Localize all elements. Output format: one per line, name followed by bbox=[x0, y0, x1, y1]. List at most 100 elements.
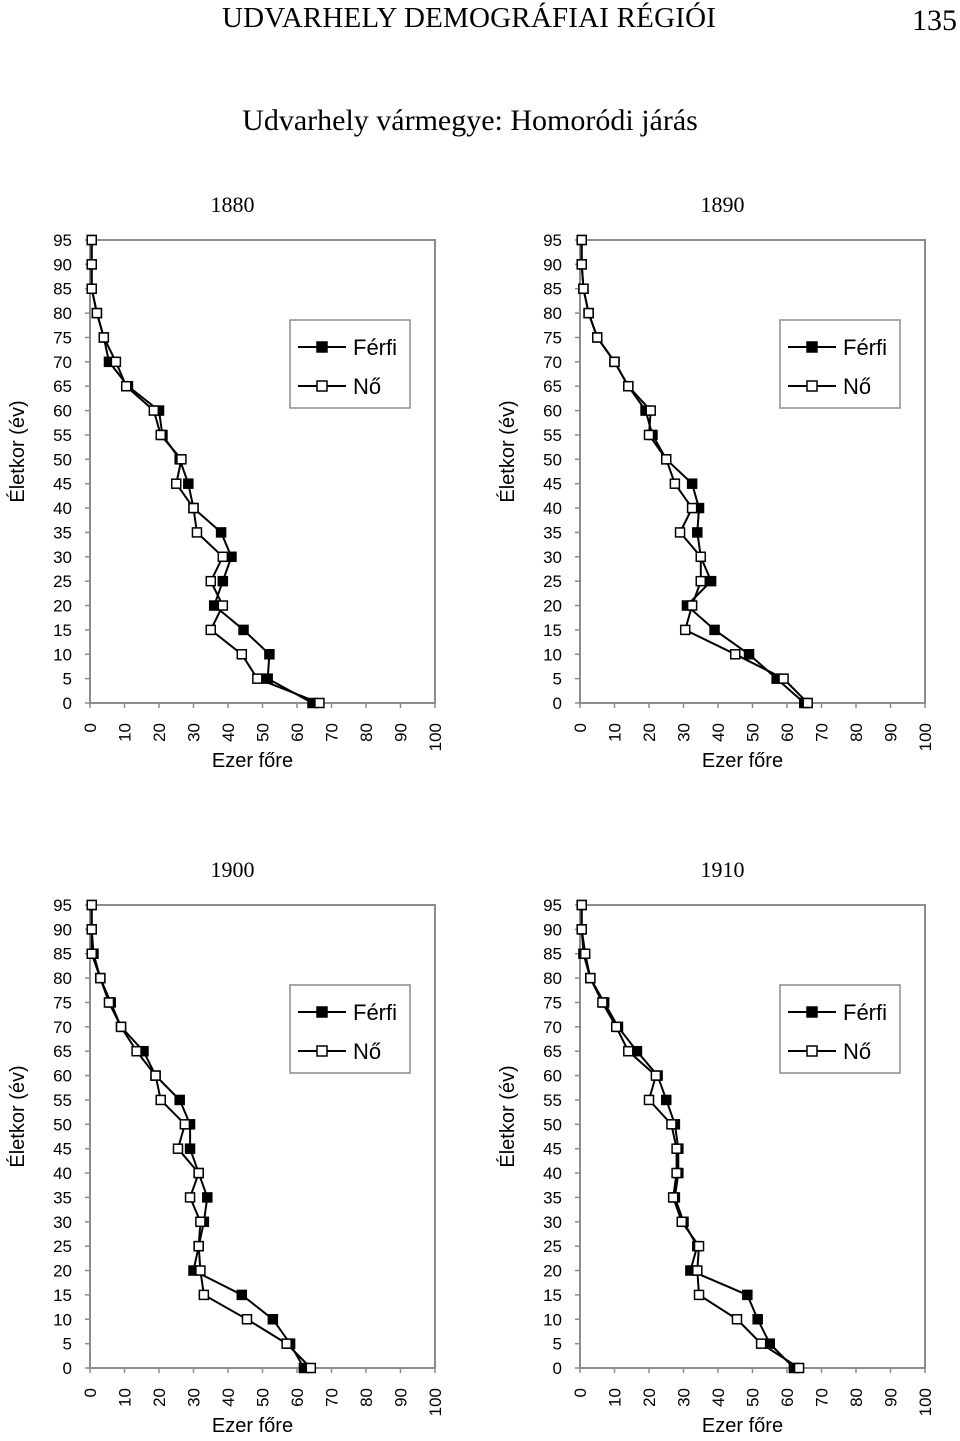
y-tick-label: 90 bbox=[53, 255, 72, 274]
y-tick-label: 65 bbox=[53, 377, 72, 396]
data-point-no bbox=[86, 234, 97, 246]
y-tick-label: 15 bbox=[543, 1286, 562, 1305]
y-tick-label: 10 bbox=[53, 645, 72, 664]
data-point-ferfi bbox=[174, 1094, 185, 1106]
y-tick-label: 70 bbox=[543, 353, 562, 372]
data-point-no bbox=[171, 478, 182, 489]
data-point-ferfi bbox=[238, 624, 249, 636]
series-line-no bbox=[580, 905, 800, 1369]
y-tick-label: 45 bbox=[53, 475, 72, 494]
x-tick-label: 70 bbox=[813, 1388, 832, 1407]
y-tick-label: 95 bbox=[543, 896, 562, 915]
y-tick-label: 20 bbox=[543, 1262, 562, 1281]
y-tick-label: 0 bbox=[553, 1359, 562, 1378]
data-point-no bbox=[98, 332, 110, 343]
y-tick-label: 5 bbox=[63, 670, 72, 689]
data-point-no bbox=[669, 478, 681, 489]
data-point-no bbox=[686, 502, 698, 514]
x-tick-label: 60 bbox=[288, 723, 307, 742]
x-tick-label: 40 bbox=[219, 723, 238, 742]
data-point-ferfi bbox=[202, 1192, 213, 1203]
y-axis-label: Életkor (év) bbox=[496, 400, 519, 502]
legend-label-no: Nő bbox=[353, 1039, 381, 1064]
data-point-no bbox=[674, 527, 686, 538]
legend bbox=[779, 984, 901, 1074]
data-point-ferfi bbox=[267, 1314, 279, 1325]
legend-label-no: Nő bbox=[843, 374, 871, 399]
y-tick-label: 25 bbox=[53, 572, 72, 591]
chart-1900: 1900 0 5 10 15 20 25 30 35 40 45 50 55 60 65 70 75 80 85 90… bbox=[6, 857, 445, 1437]
x-tick-label: 10 bbox=[606, 1388, 625, 1407]
x-axis-label: Ezer főre bbox=[212, 750, 293, 772]
y-tick-label: 15 bbox=[53, 621, 72, 640]
data-point-ferfi bbox=[236, 1289, 248, 1301]
x-tick-label: 60 bbox=[778, 723, 797, 742]
data-point-no bbox=[579, 948, 591, 959]
series-line-ferfi bbox=[90, 240, 313, 704]
legend bbox=[289, 984, 411, 1074]
data-point-ferfi bbox=[264, 649, 275, 660]
legend bbox=[779, 319, 901, 409]
y-tick-label: 60 bbox=[53, 1067, 72, 1086]
data-point-no bbox=[217, 600, 229, 611]
data-point-no bbox=[86, 259, 97, 270]
y-tick-label: 40 bbox=[53, 1164, 72, 1183]
legend-marker-no bbox=[316, 1045, 328, 1057]
x-tick-label: 80 bbox=[357, 723, 376, 742]
y-tick-label: 50 bbox=[53, 1115, 72, 1134]
data-point-no bbox=[188, 502, 199, 514]
data-point-no bbox=[236, 649, 248, 660]
y-tick-label: 15 bbox=[543, 621, 562, 640]
plot-area bbox=[579, 239, 926, 704]
x-tick-label: 20 bbox=[150, 723, 169, 742]
data-point-no bbox=[86, 924, 97, 935]
chart-title: 1890 bbox=[701, 192, 745, 217]
chart-title: 1910 bbox=[701, 857, 745, 882]
y-tick-label: 5 bbox=[553, 1335, 562, 1354]
y-tick-label: 40 bbox=[543, 499, 562, 518]
x-tick-label: 30 bbox=[675, 1388, 694, 1407]
data-point-no bbox=[650, 1070, 662, 1081]
legend-label-no: Nő bbox=[353, 374, 381, 399]
y-tick-label: 60 bbox=[543, 402, 562, 421]
y-tick-label: 20 bbox=[53, 1262, 72, 1281]
data-point-no bbox=[666, 1119, 677, 1130]
legend-marker-no bbox=[806, 1045, 818, 1057]
y-tick-label: 40 bbox=[543, 1164, 562, 1183]
x-tick-label: 30 bbox=[675, 723, 694, 742]
x-tick-label: 90 bbox=[392, 1388, 411, 1407]
data-point-ferfi bbox=[631, 1045, 643, 1057]
data-point-no bbox=[645, 405, 656, 416]
data-point-no bbox=[155, 429, 166, 441]
y-tick-label: 95 bbox=[543, 231, 562, 250]
legend-marker-no bbox=[316, 380, 328, 392]
y-tick-label: 35 bbox=[543, 523, 562, 542]
y-tick-label: 0 bbox=[553, 694, 562, 713]
x-tick-label: 10 bbox=[606, 723, 625, 742]
data-point-no bbox=[576, 234, 587, 246]
y-tick-label: 85 bbox=[53, 280, 72, 299]
y-axis-label: Életkor (év) bbox=[6, 1065, 29, 1167]
y-tick-label: 45 bbox=[53, 1140, 72, 1159]
y-tick-label: 50 bbox=[543, 450, 562, 469]
y-tick-label: 0 bbox=[63, 1359, 72, 1378]
data-point-no bbox=[95, 972, 106, 984]
data-point-no bbox=[693, 1289, 705, 1301]
data-point-no bbox=[131, 1045, 142, 1057]
y-tick-label: 90 bbox=[53, 920, 72, 939]
y-tick-label: 55 bbox=[53, 1091, 72, 1110]
data-point-no bbox=[597, 997, 608, 1008]
y-tick-label: 95 bbox=[53, 896, 72, 915]
y-tick-label: 55 bbox=[543, 1091, 562, 1110]
x-tick-label: 40 bbox=[709, 1388, 728, 1407]
data-point-no bbox=[610, 1021, 622, 1033]
y-tick-label: 15 bbox=[53, 1286, 72, 1305]
x-tick-label: 90 bbox=[882, 723, 901, 742]
y-tick-label: 65 bbox=[53, 1042, 72, 1061]
x-tick-label: 0 bbox=[81, 723, 100, 732]
data-point-ferfi bbox=[709, 624, 720, 636]
x-tick-label: 100 bbox=[426, 723, 445, 751]
x-tick-label: 90 bbox=[882, 1388, 901, 1407]
y-tick-label: 35 bbox=[543, 1188, 562, 1207]
y-tick-label: 60 bbox=[53, 402, 72, 421]
